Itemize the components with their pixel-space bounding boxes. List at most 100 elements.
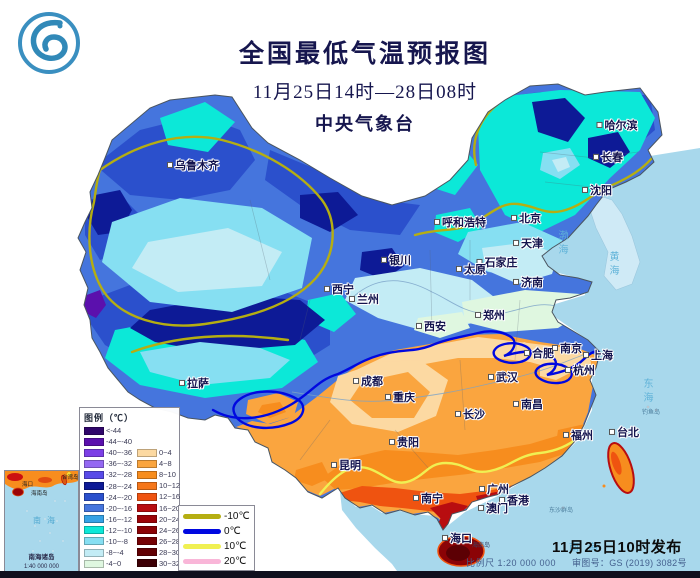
legend-range: 4~8 xyxy=(159,459,172,469)
city-marker-icon xyxy=(563,431,569,438)
legend-row: -10~-8 xyxy=(84,536,132,547)
legend-range: -28~-24 xyxy=(106,481,133,491)
city-label: 石家庄 xyxy=(476,257,518,269)
city-label: 西安 xyxy=(416,321,446,333)
city-label: 呼和浩特 xyxy=(434,217,486,229)
legend-swatch xyxy=(84,526,104,535)
city-marker-icon xyxy=(511,214,517,221)
release-time: 11月25日10时发布 xyxy=(552,539,682,556)
legend-swatch xyxy=(137,559,157,568)
city-label: 乌鲁木齐 xyxy=(167,160,219,172)
sea-label: 海南岛 xyxy=(471,543,491,549)
isotherm-line-swatch xyxy=(183,529,221,534)
legend-row: 28~30 xyxy=(137,547,180,558)
inset-taiwan-label: 台湾岛 xyxy=(62,475,79,481)
city-label: 天津 xyxy=(513,238,543,250)
hainan-island xyxy=(437,535,485,567)
legend-range: 16~20 xyxy=(159,503,181,513)
city-label: 福州 xyxy=(563,430,593,442)
sea-label: 钓鱼岛 xyxy=(641,410,661,416)
islets xyxy=(561,405,658,510)
legend-row: 0~4 xyxy=(137,447,180,458)
page-title: 全国最低气温预报图 xyxy=(238,41,491,68)
city-label: 兰州 xyxy=(349,294,379,306)
map-license-number: 审图号：GS (2019) 3082号 xyxy=(572,558,687,568)
city-marker-icon xyxy=(413,494,419,501)
city-label: 贵阳 xyxy=(389,437,419,449)
legend-range: -40~-36 xyxy=(106,448,133,458)
city-label: 成都 xyxy=(353,376,383,388)
legend-range: 12~16 xyxy=(159,492,181,502)
city-marker-icon xyxy=(349,295,355,302)
legend-swatch xyxy=(84,504,104,513)
isotherm-line-swatch xyxy=(183,514,221,519)
legend-row: -32~-28 xyxy=(84,469,132,480)
legend-range: -20~-16 xyxy=(106,503,133,513)
city-marker-icon xyxy=(478,504,484,511)
city-marker-icon xyxy=(593,153,599,160)
isotherm-legend-row: 20℃ xyxy=(179,554,254,569)
city-marker-icon xyxy=(476,258,483,265)
city-label: 海口 xyxy=(442,533,472,545)
legend-swatch xyxy=(84,548,104,557)
legend-range: -12~-10 xyxy=(106,525,133,535)
legend-row: -4~0 xyxy=(84,558,132,569)
isotherm-0 xyxy=(211,330,603,430)
china-national-border xyxy=(77,83,663,531)
city-marker-icon xyxy=(596,121,603,128)
legend-title: 图例（℃） xyxy=(84,413,135,423)
legend-swatch xyxy=(137,526,157,535)
legend-range: -32~-28 xyxy=(106,470,133,480)
legend-range: 26~28 xyxy=(159,536,181,546)
legend-swatch xyxy=(137,537,157,546)
legend-range: 0~4 xyxy=(159,448,172,458)
city-label: 南京 xyxy=(552,343,582,355)
agency-name: 中央气象台 xyxy=(315,114,415,134)
legend-row: 8~10 xyxy=(137,469,180,480)
city-marker-icon xyxy=(324,285,330,292)
korea-peninsula xyxy=(589,195,641,291)
inset-caption: 南海诸岛 xyxy=(28,554,55,561)
legend-range: -4~0 xyxy=(106,559,122,569)
city-label: 广州 xyxy=(479,484,509,496)
city-label: 澳门 xyxy=(478,503,508,515)
legend-swatch xyxy=(137,470,157,479)
city-marker-icon xyxy=(416,322,422,329)
map-title-block: 全国最低气温预报图 11月25日14时—28日08时 中央气象台 xyxy=(170,34,560,136)
isotherm-line-swatch xyxy=(183,544,221,549)
city-label: 长沙 xyxy=(455,409,485,421)
legend-range: -8~-4 xyxy=(106,548,124,558)
legend-swatch xyxy=(84,482,104,491)
city-marker-icon xyxy=(331,461,337,468)
city-label: 香港 xyxy=(499,495,529,507)
temperature-regions xyxy=(84,90,655,530)
city-label: 上海 xyxy=(583,350,613,362)
legend-swatch xyxy=(137,492,157,501)
legend-row: 26~28 xyxy=(137,536,180,547)
legend-range: 28~30 xyxy=(159,547,181,557)
temperature-legend: 图例（℃） <-44 -44~-40 -40~-36 -36~-32 -32~-28 -2… xyxy=(79,407,180,572)
city-marker-icon xyxy=(524,349,530,356)
legend-swatch xyxy=(84,448,104,457)
city-marker-icon xyxy=(381,256,387,263)
legend-range: -24~-20 xyxy=(106,492,133,502)
city-label: 拉萨 xyxy=(179,378,209,390)
city-label: 武汉 xyxy=(488,372,518,384)
city-label: 长春 xyxy=(593,152,623,164)
cma-logo-icon xyxy=(16,10,82,76)
map-scale: 比例尺 1:20 000 000 xyxy=(466,558,557,568)
legend-row: 10~12 xyxy=(137,480,180,491)
isotherm-legend-row: 10℃ xyxy=(179,539,254,554)
city-marker-icon xyxy=(179,379,185,386)
forecast-date-range: 11月25日14时—28日08时 xyxy=(252,82,478,103)
legend-row: -8~-4 xyxy=(84,547,132,558)
city-marker-icon xyxy=(442,534,448,541)
city-label: 南昌 xyxy=(513,399,543,411)
city-marker-icon xyxy=(565,366,571,373)
legend-row: -12~-10 xyxy=(84,525,132,536)
city-marker-icon xyxy=(488,373,494,380)
city-label: 太原 xyxy=(456,264,486,276)
city-label: 西宁 xyxy=(324,284,354,296)
